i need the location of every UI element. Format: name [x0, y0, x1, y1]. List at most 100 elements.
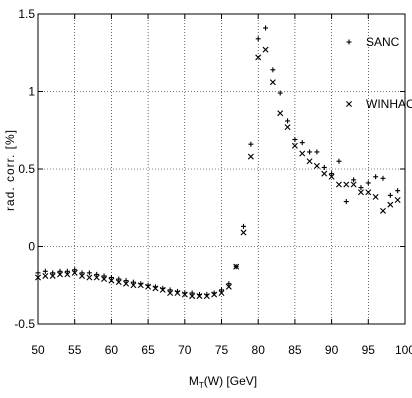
data-point-winhac — [247, 153, 254, 160]
data-point-sanc — [380, 175, 386, 181]
data-point-winhac — [137, 282, 144, 289]
y-tick-label: 0 — [28, 240, 35, 254]
data-point-sanc — [321, 164, 327, 170]
x-tick-label: 60 — [105, 343, 119, 357]
data-point-sanc — [101, 273, 107, 279]
data-point-winhac — [291, 142, 298, 149]
data-point-winhac — [372, 193, 379, 200]
x-tick-label: 90 — [325, 343, 339, 357]
x-axis-label-rest: (W) [GeV] — [204, 374, 257, 388]
data-point-winhac — [328, 173, 335, 180]
data-point-winhac — [181, 291, 188, 298]
x-axis-label-subscript: T — [199, 381, 204, 390]
data-point-sanc — [64, 268, 70, 274]
legend-marker-winhac — [346, 101, 352, 107]
data-point-winhac — [159, 286, 166, 293]
data-point-sanc — [130, 279, 136, 285]
data-point-sanc — [277, 90, 283, 96]
data-point-winhac — [343, 181, 350, 188]
data-point-sanc — [336, 158, 342, 164]
legend: SANC WINHAC — [346, 35, 412, 111]
data-point-winhac — [284, 124, 291, 131]
data-point-winhac — [174, 290, 181, 296]
data-point-winhac — [240, 229, 247, 236]
data-point-winhac — [225, 283, 232, 290]
x-axis-label-main: M — [189, 374, 199, 388]
data-point-sanc — [395, 188, 401, 194]
data-point-sanc — [226, 281, 232, 287]
data-point-winhac — [269, 79, 276, 86]
data-point-sanc — [270, 67, 276, 73]
data-point-sanc — [365, 180, 371, 186]
data-point-winhac — [64, 271, 71, 278]
data-point-sanc — [343, 199, 349, 205]
data-point-winhac — [357, 189, 364, 196]
data-point-winhac — [49, 272, 56, 279]
data-point-sanc — [42, 268, 48, 274]
data-point-sanc — [219, 287, 224, 293]
data-point-winhac — [211, 291, 218, 298]
data-point-sanc — [108, 275, 114, 280]
data-point-winhac — [42, 272, 49, 279]
data-point-winhac — [350, 181, 357, 188]
data-point-winhac — [86, 274, 93, 281]
data-point-winhac — [321, 170, 328, 177]
data-point-winhac — [71, 269, 78, 276]
data-point-winhac — [255, 54, 262, 61]
data-point-winhac — [101, 276, 108, 283]
x-tick-label: 75 — [215, 343, 229, 357]
data-point-sanc — [86, 270, 92, 276]
y-axis-label: rad. corr. [%] — [3, 129, 17, 211]
data-point-winhac — [203, 293, 210, 300]
y-tick-label: -0.5 — [14, 317, 35, 331]
grid — [38, 14, 405, 324]
y-tick-label: 1.5 — [18, 7, 35, 21]
legend-label-winhac: WINHAC — [366, 97, 412, 111]
data-point-sanc — [241, 223, 247, 229]
data-point-winhac — [130, 282, 137, 289]
ticks — [37, 13, 406, 325]
data-point-winhac — [387, 201, 394, 208]
data-point-sanc — [35, 270, 41, 276]
data-point-winhac — [123, 280, 130, 287]
data-point-sanc — [79, 270, 85, 276]
x-tick-label: 95 — [362, 343, 376, 357]
data-point-winhac — [167, 290, 174, 296]
data-point-sanc — [358, 185, 364, 191]
data-point-sanc — [167, 287, 173, 293]
data-point-winhac — [79, 272, 86, 279]
data-points — [35, 25, 401, 300]
data-point-sanc — [50, 270, 56, 276]
x-axis-label: MT(W) [GeV] — [189, 374, 257, 390]
legend-marker-sanc — [346, 39, 352, 45]
legend-marker-plus — [346, 39, 352, 45]
data-point-sanc — [299, 140, 305, 146]
data-point-winhac — [189, 293, 196, 300]
data-point-winhac — [365, 189, 372, 196]
data-point-winhac — [57, 271, 64, 278]
legend-label-sanc: SANC — [366, 35, 400, 49]
data-point-winhac — [306, 158, 313, 165]
y-tick-label: 0.5 — [18, 162, 35, 176]
data-point-winhac — [218, 290, 225, 296]
x-tick-label: 70 — [178, 343, 192, 357]
data-point-sanc — [329, 171, 335, 177]
data-point-winhac — [115, 279, 122, 286]
data-point-winhac — [233, 263, 240, 270]
data-point-sanc — [373, 174, 379, 180]
data-point-winhac — [379, 207, 386, 214]
legend-marker-x — [346, 101, 352, 107]
data-point-sanc — [387, 192, 393, 198]
x-tick-label: 100 — [395, 343, 412, 357]
data-point-winhac — [394, 197, 401, 203]
data-point-sanc — [189, 290, 195, 296]
y-tick-labels: -0.5 0 0.5 1 1.5 — [14, 7, 35, 331]
x-tick-label: 55 — [68, 343, 82, 357]
data-point-winhac — [108, 277, 115, 284]
x-tick-label: 85 — [288, 343, 302, 357]
data-point-sanc — [307, 149, 313, 155]
data-point-sanc — [292, 137, 298, 143]
data-point-winhac — [335, 181, 342, 188]
data-point-sanc — [57, 268, 63, 274]
